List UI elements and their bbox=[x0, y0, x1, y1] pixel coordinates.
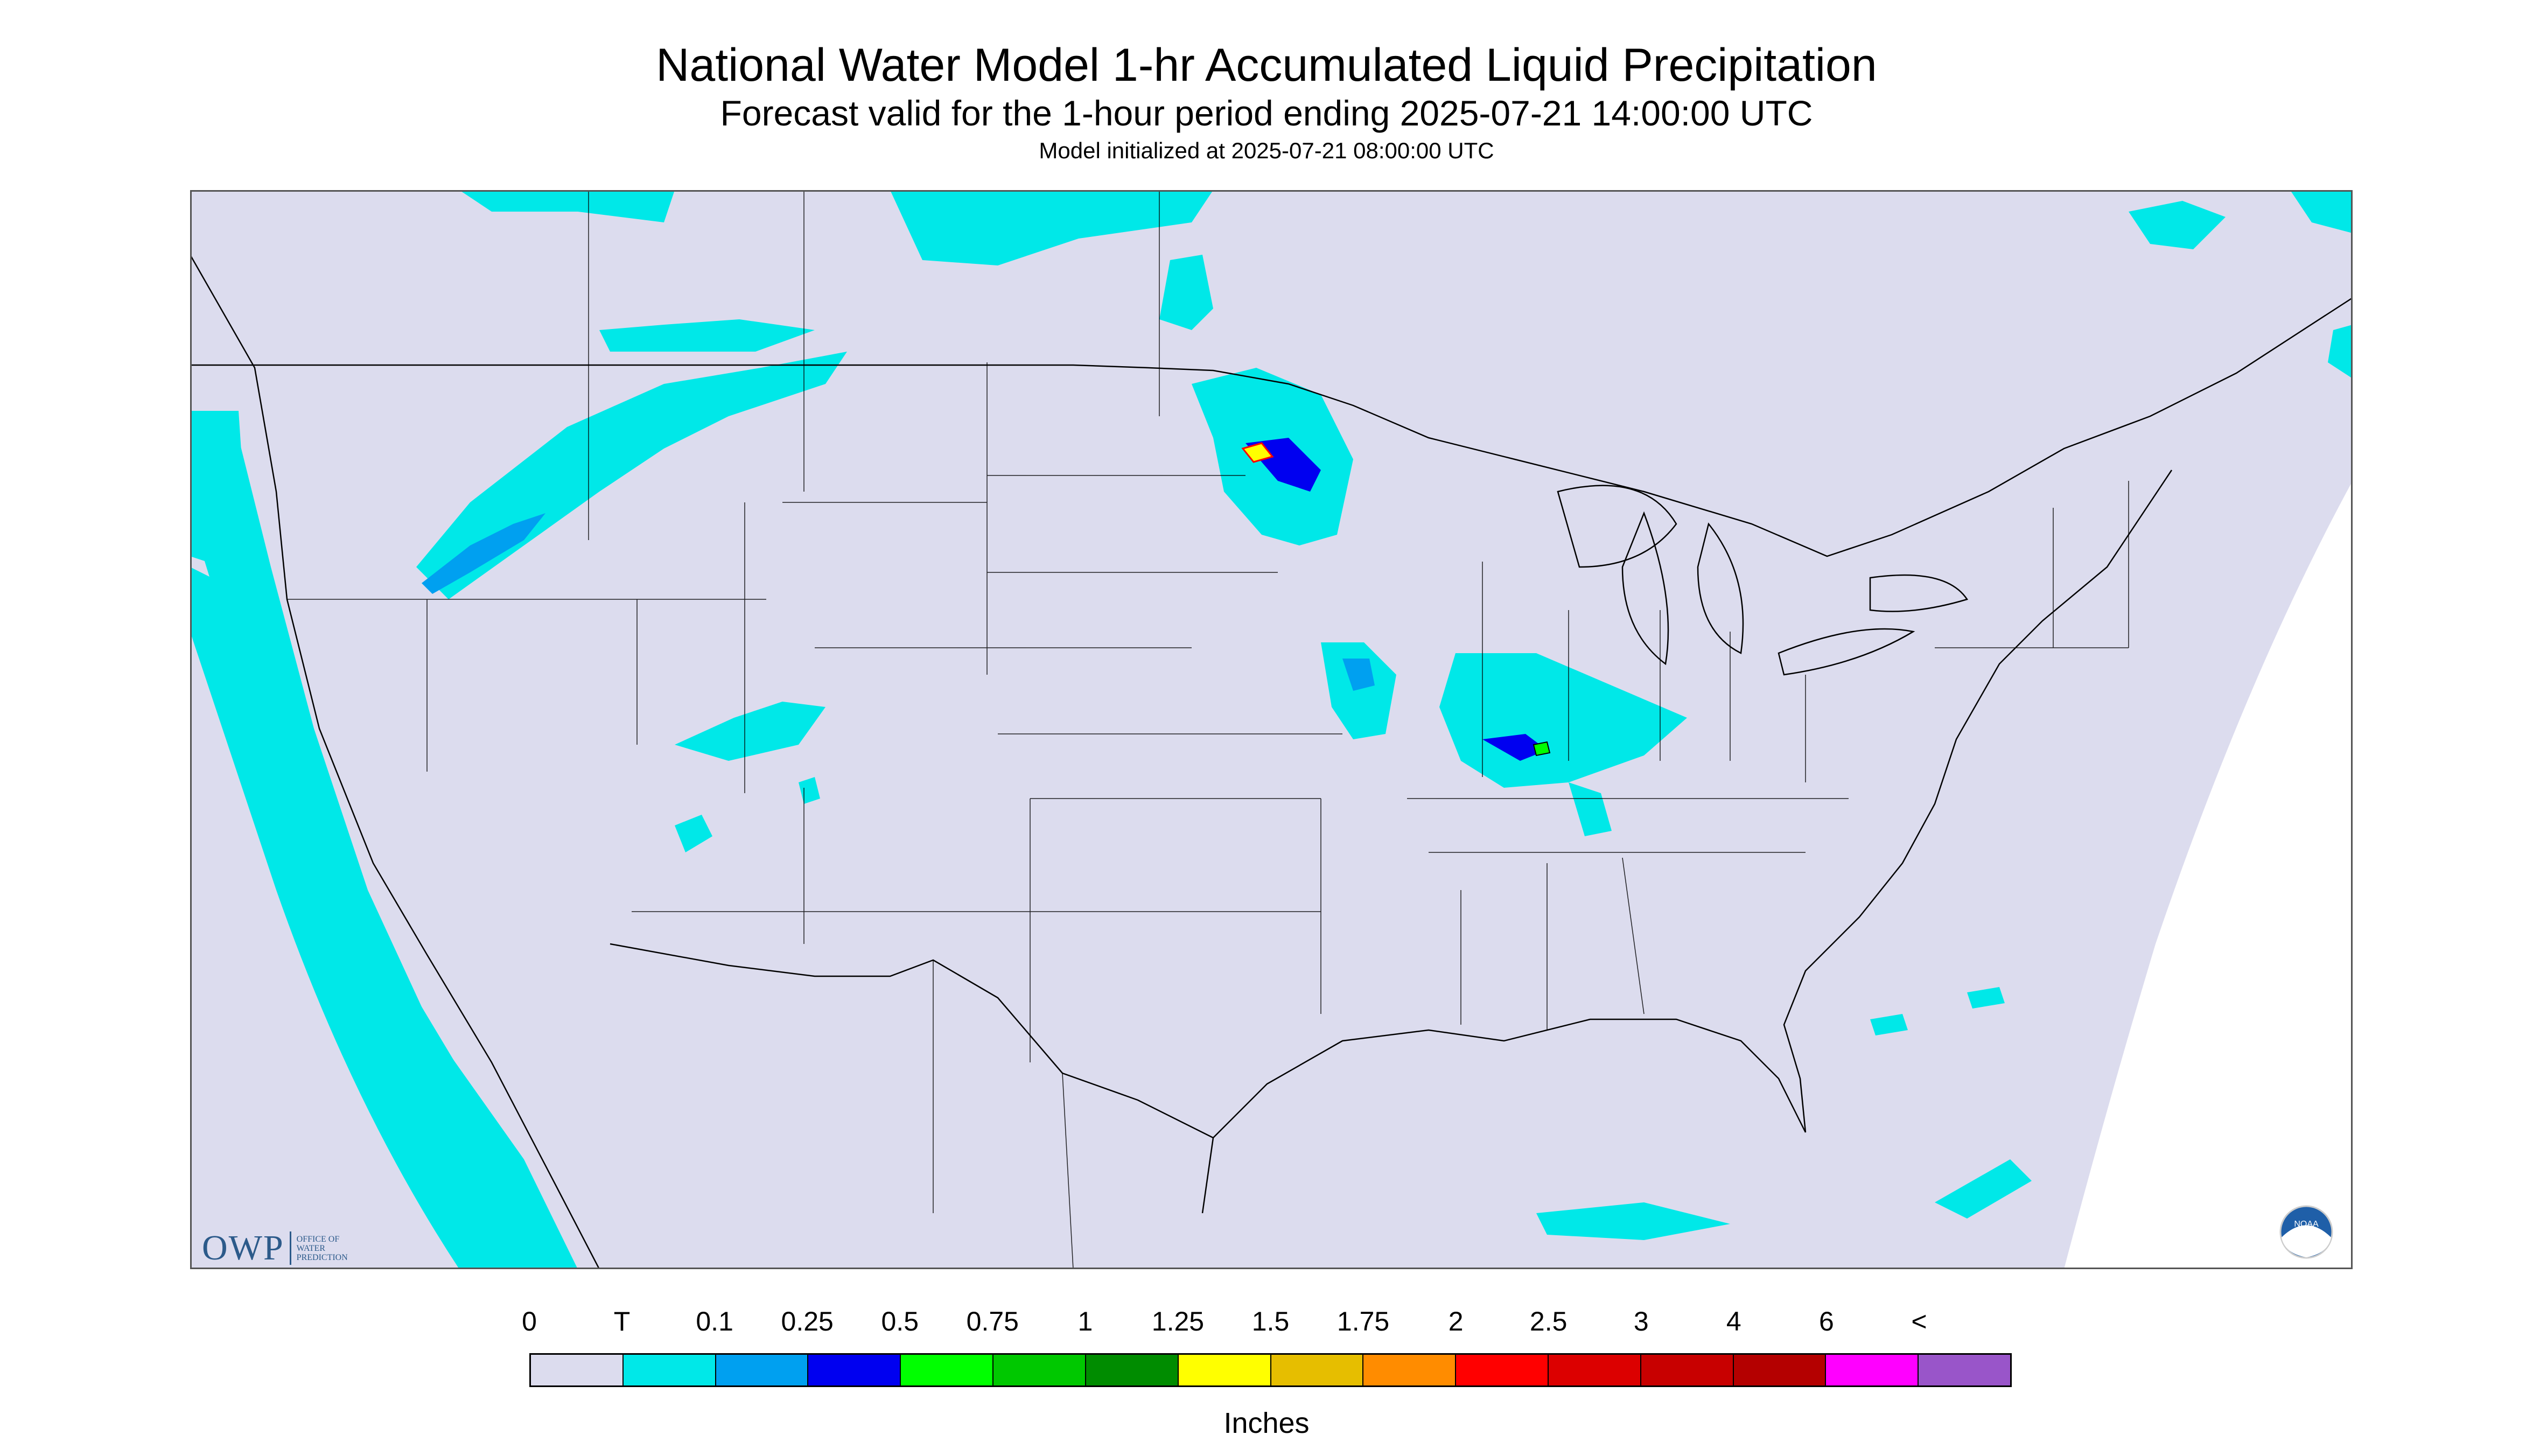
precip-maritimes bbox=[2328, 325, 2353, 379]
legend-swatch bbox=[716, 1355, 809, 1385]
legend-label: 2.5 bbox=[1529, 1306, 1568, 1336]
precip-illinois-core bbox=[1482, 734, 1547, 761]
owp-logo: OWP OFFICE OF WATER PREDICTION bbox=[202, 1228, 348, 1269]
precip-atlantic-1 bbox=[1870, 1014, 1908, 1035]
precip-pacific-offshore bbox=[190, 567, 567, 1269]
precip-montana-canada bbox=[599, 319, 815, 352]
precip-illinois bbox=[1439, 653, 1687, 788]
precip-nd-north bbox=[1159, 255, 1213, 330]
precip-pacific-coast bbox=[190, 416, 578, 1269]
precip-minnesota-peak bbox=[1241, 442, 1274, 463]
legend-color-bar bbox=[529, 1353, 2012, 1387]
precip-pacific-nw-coast bbox=[190, 411, 244, 567]
legend-label: 0.25 bbox=[781, 1306, 834, 1336]
map-title: National Water Model 1-hr Accumulated Li… bbox=[656, 39, 1877, 91]
legend-swatch bbox=[623, 1355, 716, 1385]
legend-label: 6 bbox=[1818, 1306, 1834, 1336]
legend-label: T bbox=[613, 1306, 631, 1336]
legend-label: 0.75 bbox=[966, 1306, 1019, 1336]
legend-label: < bbox=[1911, 1306, 1927, 1336]
state-lines bbox=[287, 190, 2129, 1269]
legend-label: 4 bbox=[1726, 1306, 1741, 1336]
legend-swatch bbox=[1919, 1355, 2010, 1385]
legend-swatch bbox=[531, 1355, 624, 1385]
precip-caribbean bbox=[1935, 1159, 2032, 1219]
map-subtitle: Forecast valid for the 1-hour period end… bbox=[720, 93, 1813, 133]
precip-canada-west bbox=[459, 190, 675, 222]
map-background bbox=[190, 190, 2353, 1269]
legend-swatch bbox=[1826, 1355, 1919, 1385]
legend-label: 0.5 bbox=[881, 1306, 919, 1336]
legend-units: Inches bbox=[1223, 1407, 1310, 1439]
noaa-logo-text: NOAA bbox=[2294, 1220, 2319, 1229]
legend-label: 1.5 bbox=[1251, 1306, 1290, 1336]
noaa-logo: NOAA bbox=[2279, 1205, 2333, 1259]
legend-swatch bbox=[1363, 1355, 1457, 1385]
legend-swatch bbox=[1086, 1355, 1179, 1385]
legend-label: 0 bbox=[522, 1306, 537, 1336]
legend-swatch bbox=[1178, 1355, 1271, 1385]
precip-iowa-core bbox=[1342, 659, 1375, 691]
precip-quebec-1 bbox=[2129, 201, 2226, 249]
precip-illinois-peak bbox=[1533, 741, 1551, 757]
precip-kentucky bbox=[1569, 782, 1612, 836]
owp-logo-sub: OFFICE OF WATER PREDICTION bbox=[296, 1234, 348, 1262]
precip-gulf-south bbox=[1536, 1202, 1730, 1240]
legend-label: 3 bbox=[1633, 1306, 1649, 1336]
precip-atlantic-2 bbox=[1967, 987, 2005, 1009]
precip-utah bbox=[675, 702, 825, 761]
legend-swatch bbox=[1641, 1355, 1734, 1385]
legend-swatch bbox=[808, 1355, 901, 1385]
legend-labels: 0 T 0.1 0.25 0.5 0.75 1 1.25 1.5 1.75 2 2.5 3 4 6 < bbox=[0, 1306, 2533, 1343]
precip-arizona-1 bbox=[675, 815, 712, 852]
precip-iowa bbox=[1321, 642, 1396, 739]
legend-label: 1.75 bbox=[1337, 1306, 1390, 1336]
legend-swatch bbox=[1271, 1355, 1364, 1385]
precip-canada-central bbox=[890, 190, 1213, 265]
legend-swatch bbox=[1456, 1355, 1549, 1385]
legend-swatch bbox=[993, 1355, 1086, 1385]
precip-quebec-2 bbox=[2290, 190, 2353, 233]
precipitation-map: NOAA bbox=[190, 190, 2353, 1269]
legend-swatch bbox=[1548, 1355, 1641, 1385]
legend-swatch bbox=[901, 1355, 994, 1385]
model-init-line: Model initialized at 2025-07-21 08:00:00… bbox=[1039, 138, 1494, 163]
east-outside-domain bbox=[2064, 481, 2353, 1269]
owp-logo-divider bbox=[289, 1231, 291, 1265]
legend-label: 2 bbox=[1448, 1306, 1464, 1336]
legend-label: 1.25 bbox=[1151, 1306, 1205, 1336]
legend-label: 1 bbox=[1077, 1306, 1093, 1336]
legend-label: 0.1 bbox=[696, 1306, 733, 1336]
legend-swatch bbox=[1733, 1355, 1827, 1385]
owp-logo-main: OWP bbox=[202, 1228, 284, 1268]
map-frame bbox=[190, 190, 2353, 1269]
precip-pnw-core bbox=[422, 513, 545, 594]
